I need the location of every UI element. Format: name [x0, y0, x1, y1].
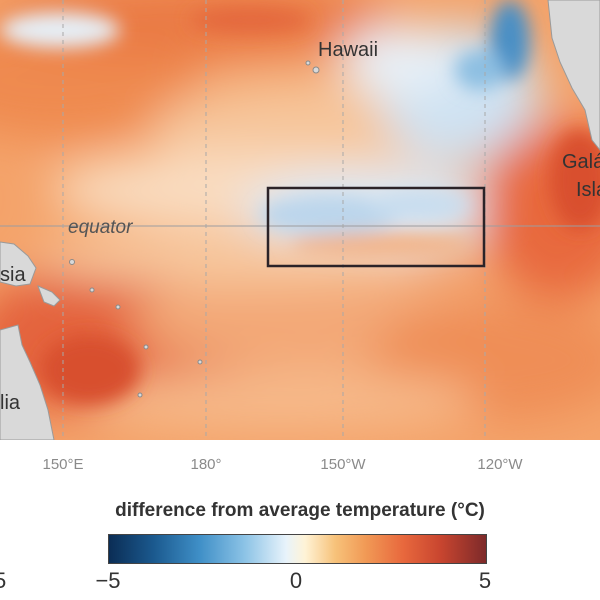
colorbar-mid-label: 0	[289, 568, 303, 593]
australia-landmass	[0, 324, 55, 440]
pacific-island	[143, 344, 149, 350]
galapagos-label-line1: Galá	[562, 151, 600, 173]
longitude-tick-150e: 150°E	[42, 456, 84, 473]
longitude-tick-150w: 150°W	[320, 456, 366, 473]
pacific-island	[137, 392, 143, 398]
legend-title: difference from average temperature (°C)	[115, 500, 485, 521]
asia-label: sia	[0, 264, 26, 286]
pacific-island	[69, 259, 75, 265]
hawaii-island	[305, 60, 311, 66]
colorbar-min-label: −5	[95, 568, 121, 593]
pacific-island	[89, 287, 95, 293]
pacific-island	[197, 359, 203, 365]
pacific-island	[115, 304, 121, 310]
meridian-lines	[62, 0, 486, 440]
asia-landmass	[0, 241, 37, 287]
temperature-colorbar	[108, 534, 487, 564]
colorbar-max-label: 5	[478, 568, 492, 593]
new-guinea	[37, 285, 61, 307]
nino-region-box	[266, 186, 486, 268]
legend-cut-label: 5	[0, 568, 7, 593]
hawaii-label: Hawaii	[318, 39, 378, 61]
anomaly-detail	[0, 0, 600, 405]
galapagos-label-line2: Isla	[576, 179, 600, 201]
land-masses	[0, 0, 600, 440]
longitude-tick-120w: 120°W	[477, 456, 523, 473]
longitude-tick-180: 180°	[190, 456, 222, 473]
equator-label: equator	[68, 217, 133, 238]
australia-label: lia	[0, 392, 21, 414]
hawaii-island	[312, 66, 320, 74]
sea-surface-temperature-map: Hawaii equator Galá Isla sia lia	[0, 0, 600, 440]
americas-coast	[547, 0, 600, 151]
